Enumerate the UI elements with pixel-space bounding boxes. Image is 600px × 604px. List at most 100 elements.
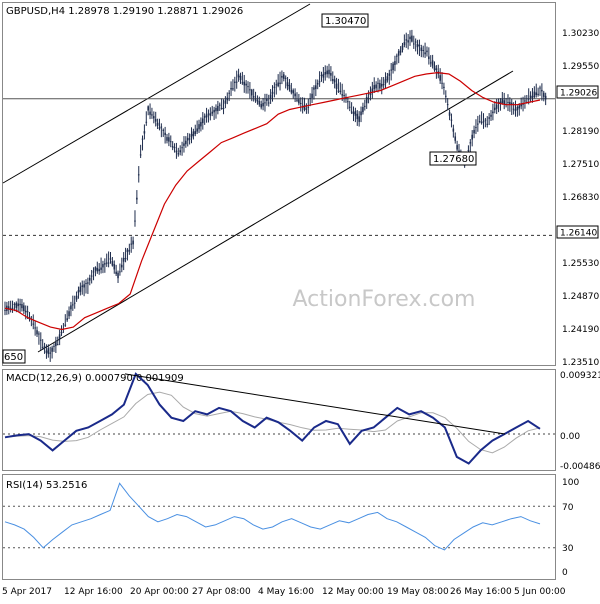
- candle-body: [88, 277, 91, 281]
- macd-line: [4, 372, 541, 465]
- candle-body: [177, 153, 180, 155]
- candle-body: [533, 91, 536, 98]
- candle-body: [222, 107, 225, 109]
- low-annotation: 1.27680: [433, 154, 474, 165]
- candle-body: [217, 106, 219, 111]
- candle-body: [328, 69, 330, 75]
- candle-body: [384, 79, 387, 84]
- candle-body: [134, 220, 136, 222]
- price-chart-title: GBPUSD,H4 1.28978 1.29190 1.28871 1.2902…: [6, 6, 243, 17]
- candle-body: [412, 43, 415, 45]
- candle-body: [194, 131, 197, 135]
- candle-body: [298, 99, 300, 104]
- candle-body: [196, 128, 198, 132]
- candle-body: [347, 101, 349, 103]
- candle-body: [354, 110, 357, 116]
- channel-lower-line: [37, 70, 514, 353]
- candle-body: [179, 150, 181, 153]
- candle-body: [64, 324, 67, 326]
- candle-body: [326, 70, 328, 75]
- candle-body: [124, 258, 127, 260]
- candle-body: [316, 82, 319, 85]
- candle-body: [136, 197, 138, 200]
- candle-body: [333, 79, 336, 83]
- rsi-tick: 0: [562, 568, 568, 578]
- candle-body: [164, 132, 166, 136]
- candle-body: [98, 269, 100, 272]
- candle-body: [215, 107, 217, 112]
- candle-body: [324, 72, 327, 75]
- candle-body: [288, 84, 291, 90]
- candle-body: [203, 116, 206, 118]
- candle-body: [450, 119, 453, 121]
- candle-body: [311, 93, 313, 98]
- candle-body: [529, 95, 532, 98]
- candle-body: [252, 96, 255, 98]
- candle-body: [237, 74, 240, 78]
- candle-body: [509, 101, 511, 105]
- candle-body: [102, 264, 104, 268]
- candle-body: [79, 286, 82, 292]
- candle-body: [45, 350, 48, 353]
- candle-body: [141, 138, 144, 140]
- candle-body: [296, 99, 298, 101]
- rsi-layer: [3, 482, 555, 551]
- candle-body: [537, 93, 539, 95]
- candle-body: [17, 303, 19, 307]
- candle-body: [542, 92, 545, 97]
- candle-body: [394, 61, 396, 65]
- candle-body: [299, 103, 302, 105]
- candle-body: [522, 103, 524, 105]
- candle-body: [364, 105, 366, 107]
- candle-body: [424, 52, 426, 55]
- rsi-tick: 100: [562, 478, 579, 488]
- candle-body: [275, 84, 278, 86]
- high-annotation-box: [321, 13, 369, 28]
- candle-body: [173, 147, 176, 149]
- candle-body: [475, 127, 477, 129]
- candle-body: [49, 352, 52, 354]
- candle-body: [388, 73, 391, 76]
- candle-body: [375, 84, 377, 89]
- candle-body: [198, 124, 200, 130]
- candle-body: [72, 304, 74, 306]
- candle-body: [331, 79, 334, 81]
- candle-body: [200, 121, 202, 127]
- candle-body: [428, 56, 430, 60]
- candle-body: [94, 267, 97, 271]
- candle-body: [51, 347, 53, 352]
- candle-body: [75, 295, 78, 300]
- candle-body: [303, 104, 306, 110]
- candle-body: [117, 272, 119, 279]
- candle-body: [350, 111, 353, 113]
- candle-body: [36, 330, 38, 335]
- left-annotation: 650: [4, 352, 23, 363]
- candle-body: [426, 50, 428, 53]
- candle-body: [431, 60, 434, 66]
- x-tick: 5 Jun 00:00: [514, 587, 566, 597]
- candle-body: [416, 43, 419, 48]
- candle-body: [307, 106, 310, 108]
- candle-body: [73, 302, 76, 304]
- rsi-title: RSI(14) 53.2516: [6, 480, 87, 491]
- candle-body: [488, 117, 490, 119]
- price-tick: 1.29550: [562, 62, 599, 72]
- macd-panel-frame: [2, 369, 556, 471]
- candle-body: [126, 249, 129, 253]
- candle-body: [524, 100, 526, 102]
- candle-body: [358, 116, 360, 122]
- candle-body: [85, 282, 87, 284]
- price-tick: 1.26830: [562, 193, 599, 203]
- candle-body: [21, 304, 23, 309]
- x-tick: 27 Apr 08:00: [192, 587, 251, 597]
- candle-body: [269, 94, 272, 99]
- candle-body: [409, 36, 411, 40]
- candle-body: [249, 89, 251, 91]
- candle-body: [218, 104, 221, 106]
- candle-body: [401, 45, 404, 50]
- candle-body: [273, 86, 276, 88]
- candle-body: [207, 113, 210, 115]
- price-tick: 1.24870: [562, 292, 599, 302]
- candle-body: [243, 81, 246, 86]
- candle-body: [373, 85, 376, 89]
